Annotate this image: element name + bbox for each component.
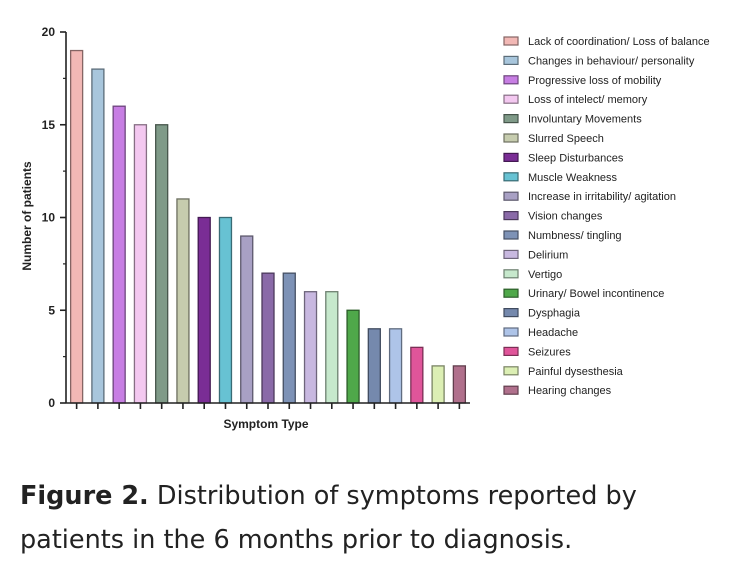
bar	[346, 309, 360, 404]
bar	[452, 365, 467, 404]
bar	[431, 365, 445, 404]
bar	[240, 235, 254, 404]
legend-entry: Sleep Disturbances	[528, 152, 624, 164]
legend-entry: Muscle Weakness	[528, 172, 618, 184]
legend-swatch	[503, 385, 519, 395]
bar	[261, 272, 275, 404]
bar	[325, 291, 339, 404]
legend-entry: Numbness/ tingling	[528, 230, 622, 242]
legend-swatch	[503, 249, 519, 259]
y-tick-label: 20	[42, 25, 56, 39]
legend-swatch	[503, 94, 519, 104]
legend-entry: Involuntary Movements	[528, 114, 642, 126]
legend-swatch	[503, 366, 519, 376]
legend-entry: Urinary/ Bowel incontinence	[528, 288, 664, 300]
legend-entry: Headache	[528, 327, 578, 339]
legend-entry: Vertigo	[528, 269, 562, 281]
legend-swatch	[503, 269, 519, 279]
bar	[388, 328, 403, 404]
y-tick-label: 5	[48, 303, 55, 317]
legend-entry: Loss of intelect/ memory	[528, 94, 648, 106]
bar	[367, 328, 381, 404]
legend-swatch	[503, 36, 519, 46]
bar	[176, 198, 190, 404]
y-tick-label: 0	[48, 396, 55, 410]
legend-entry: Seizures	[528, 346, 571, 358]
y-axis: 0 5 10 15 20	[42, 25, 67, 410]
bar	[112, 105, 126, 404]
bar	[197, 216, 211, 404]
bar	[410, 346, 424, 404]
legend-swatch	[503, 55, 519, 66]
x-axis	[66, 402, 470, 409]
caption-label: Figure 2.	[20, 481, 149, 511]
legend-swatch	[503, 211, 519, 221]
y-tick-label: 10	[42, 211, 56, 225]
bar	[155, 124, 169, 404]
figure-caption: Figure 2. Distribution of symptoms repor…	[20, 474, 735, 562]
legend-swatch	[503, 113, 519, 124]
legend-swatch	[503, 327, 519, 337]
legend-swatch	[503, 133, 519, 143]
legend-entry: Increase in irritability/ agitation	[528, 191, 676, 203]
y-tick-label: 15	[42, 118, 56, 132]
legend-swatch	[503, 288, 519, 298]
legend: Lack of coordination/ Loss of balance Cha…	[503, 36, 710, 397]
legend-swatch	[503, 346, 519, 356]
legend-entry: Dysphagia	[528, 308, 581, 320]
x-axis-label: Symptom Type	[223, 417, 308, 431]
legend-entry: Slurred Speech	[528, 133, 604, 145]
bar	[69, 49, 84, 404]
bar	[218, 216, 233, 404]
legend-entry: Painful dysesthesia	[528, 366, 624, 378]
bars	[69, 49, 467, 404]
bar-chart: 0 5 10 15 20 Number of patients Symptom Type…	[20, 25, 710, 431]
legend-entry: Changes in behaviour/ personality	[528, 55, 695, 67]
y-axis-label: Number of patients	[20, 161, 34, 271]
bar	[133, 124, 148, 404]
legend-swatch	[503, 191, 519, 201]
legend-swatch	[503, 172, 519, 182]
legend-entry: Progressive loss of mobility	[528, 75, 662, 87]
legend-swatch	[503, 75, 519, 85]
bar	[91, 68, 105, 404]
legend-swatch	[503, 308, 519, 318]
bar	[282, 272, 296, 404]
legend-entry: Lack of coordination/ Loss of balance	[528, 36, 710, 48]
legend-entry: Delirium	[528, 249, 568, 261]
bar	[303, 291, 318, 404]
caption-text: Distribution of symptoms reported by pat…	[20, 481, 637, 555]
legend-entry: Vision changes	[528, 211, 603, 223]
legend-swatch	[503, 230, 519, 240]
legend-swatch	[503, 152, 519, 162]
legend-entry: Hearing changes	[528, 385, 612, 397]
